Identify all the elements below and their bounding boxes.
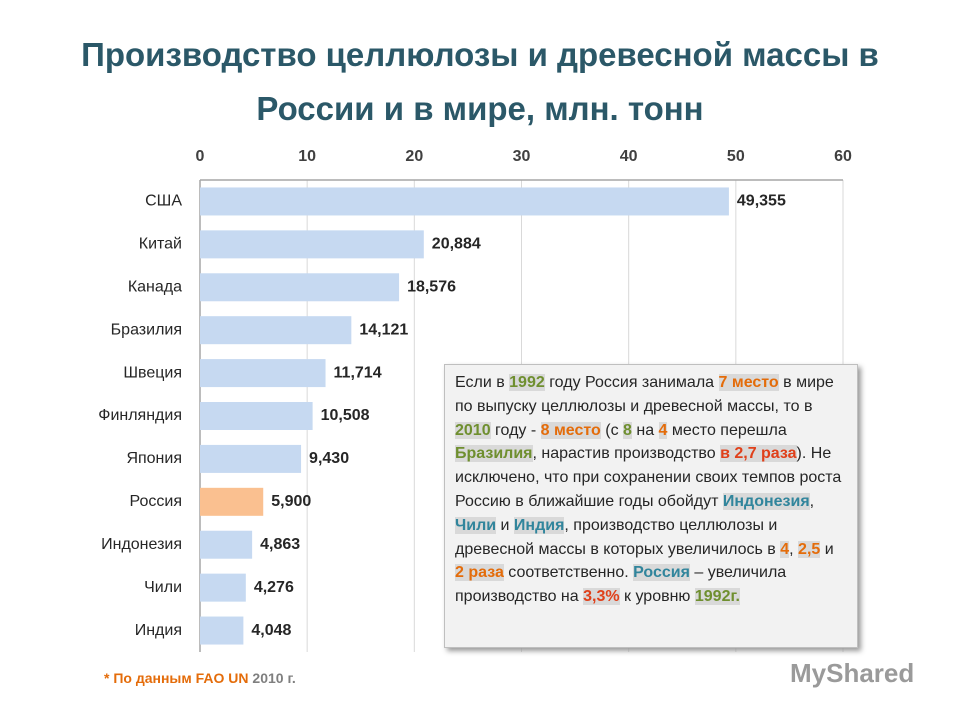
value-label: 18,576 <box>407 278 456 295</box>
highlight-text: 3,3% <box>583 588 620 606</box>
bar <box>200 402 313 430</box>
value-label: 10,508 <box>321 407 370 424</box>
y-tick-label: США <box>145 193 182 210</box>
bar <box>200 573 246 602</box>
value-label: 20,884 <box>432 236 481 253</box>
y-tick-label: Финляндия <box>98 407 182 424</box>
text: Если в <box>455 374 510 391</box>
bar <box>200 444 302 473</box>
text: , <box>809 492 815 510</box>
highlight-text: в 2,7 раза <box>720 445 797 463</box>
text: в мире по выпуску целлюлозы и древесной … <box>455 374 834 415</box>
y-tick-label: Индонезия <box>101 536 182 553</box>
bar <box>200 359 326 388</box>
highlight-text: 4 <box>780 540 790 558</box>
watermark: MyShared <box>790 658 915 688</box>
y-tick-label: Швеция <box>123 364 182 381</box>
highlight-text: 2010 <box>455 421 491 439</box>
y-tick-label: Канада <box>128 278 182 295</box>
value-label: 4,048 <box>251 622 291 639</box>
bar <box>200 316 352 345</box>
bar <box>200 187 729 216</box>
bar <box>200 530 253 559</box>
bar <box>200 230 424 259</box>
highlight-text: 8 место <box>540 421 601 439</box>
highlight-text: 2,5 <box>798 540 821 558</box>
highlight-text: Чили <box>455 516 497 534</box>
value-label: 49,355 <box>737 193 786 210</box>
text: ). Не исключено, что при сохранении свои… <box>455 445 842 510</box>
text: – увеличила производство на <box>455 564 787 606</box>
x-tick-label: 60 <box>834 148 852 165</box>
x-tick-label: 0 <box>196 148 205 165</box>
y-tick-label: Чили <box>144 579 182 596</box>
y-tick-label: Россия <box>130 493 182 510</box>
highlight-text: Индонезия <box>722 492 810 510</box>
x-tick-label: 50 <box>727 148 745 165</box>
highlight-text: 2010 г. <box>252 670 296 686</box>
bar <box>200 616 244 645</box>
highlight-text: 1992г. <box>694 588 740 606</box>
text: , нарастив производство <box>532 445 721 463</box>
text: году - <box>490 421 541 439</box>
footnote: * По данным FAO UN 2010 г. <box>104 670 296 686</box>
text: и <box>496 516 514 534</box>
y-tick-label: Бразилия <box>111 321 182 338</box>
highlight-text: 1992 <box>509 374 545 391</box>
highlight-text: 7 место <box>718 374 779 391</box>
highlight-text: 4 <box>658 421 668 439</box>
value-label: 11,714 <box>334 364 382 381</box>
value-label: 5,900 <box>271 493 311 510</box>
highlight-text: 8 <box>623 421 632 439</box>
slide-title: Производство целлюлозы и древесной массы… <box>81 36 879 127</box>
highlight-text: * По данным FAO UN <box>104 670 249 686</box>
text: (с <box>600 421 624 439</box>
text: место перешла <box>667 421 787 439</box>
text-box: Если в 1992 году Россия занимала 7 место… <box>444 364 858 648</box>
highlight-text: Индия <box>513 516 565 534</box>
text: к уровню <box>619 588 695 606</box>
x-tick-label: 40 <box>620 148 638 165</box>
bar <box>200 273 400 302</box>
y-tick-label: Индия <box>135 622 182 639</box>
value-label: 14,121 <box>359 321 408 338</box>
text: на <box>631 421 659 439</box>
y-tick-label: Китай <box>139 236 182 253</box>
highlight-text: 2 раза <box>455 564 504 582</box>
bar <box>200 487 264 516</box>
highlight-text: Бразилия <box>455 445 533 463</box>
x-tick-label: 10 <box>298 148 316 165</box>
value-label: 4,863 <box>260 536 300 553</box>
x-tick-label: 20 <box>405 148 423 165</box>
highlight-text: Россия <box>633 564 690 582</box>
value-label: 9,430 <box>309 450 349 467</box>
value-label: 4,276 <box>254 579 294 596</box>
text: и <box>820 540 834 558</box>
y-tick-label: Япония <box>126 450 182 467</box>
text: , <box>789 540 799 558</box>
x-tick-label: 30 <box>513 148 531 165</box>
text: , производство целлюлозы и древесной мас… <box>455 516 781 558</box>
text: соответственно. <box>503 564 634 582</box>
text: году Россия занимала <box>544 374 719 391</box>
